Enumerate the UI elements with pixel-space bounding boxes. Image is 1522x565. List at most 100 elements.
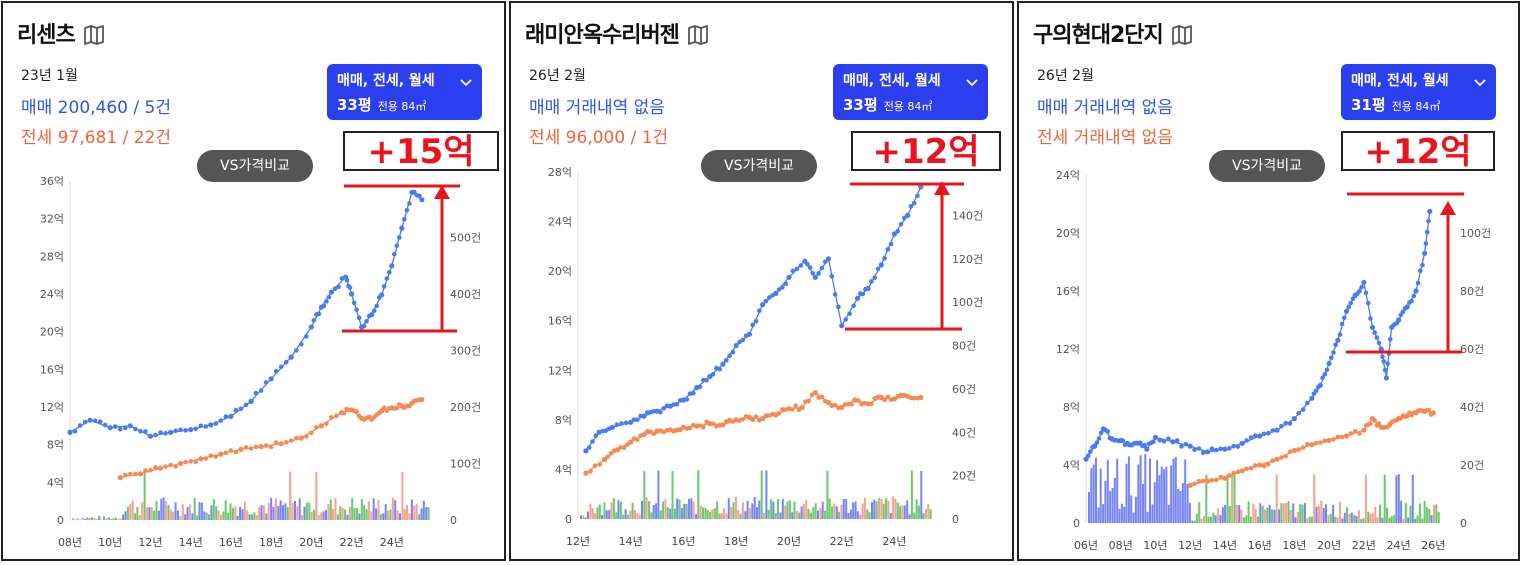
volume-bar [601, 514, 604, 519]
volume-bar [842, 499, 845, 519]
volume-bar [868, 512, 871, 519]
sale-point [173, 428, 178, 434]
sale-point [324, 299, 329, 304]
jeonse-point [304, 434, 309, 439]
chevron-down-icon [966, 72, 978, 91]
vs-compare-button[interactable]: VS가격비교 [197, 150, 313, 182]
volume-bar [1106, 459, 1109, 523]
jeonse-point [1248, 465, 1254, 471]
volume-bar [339, 506, 342, 520]
volume-bar [298, 498, 301, 520]
sale-point [1385, 361, 1390, 366]
volume-bar [1240, 509, 1243, 523]
map-icon[interactable] [1171, 25, 1193, 51]
volume-bar [779, 512, 782, 519]
volume-bar [179, 515, 182, 520]
volume-bar [915, 499, 918, 519]
x-tick-label: 22년 [339, 536, 363, 549]
volume-bar [1179, 491, 1182, 523]
sale-point [1270, 428, 1275, 433]
volume-bar [746, 500, 749, 519]
volume-bar [286, 507, 289, 520]
sale-point [816, 271, 821, 276]
sale-point [163, 431, 168, 436]
volume-bar [657, 470, 660, 519]
apartment-name: 래미안옥수리버젠 [525, 23, 680, 48]
apartment-title-row[interactable]: 구의현대2단지 [1033, 17, 1193, 51]
volume-bar [224, 500, 227, 520]
jeonse-point [753, 414, 759, 420]
sale-point [885, 247, 891, 252]
trade-type-filter[interactable]: 매매, 전세, 월세 33평 전용 84㎡ [327, 64, 482, 120]
sale-point [860, 291, 866, 297]
volume-bar [334, 498, 337, 520]
volume-bar [643, 471, 646, 519]
sale-point [1331, 350, 1336, 355]
price-change-annotation: +12억 [851, 131, 1001, 171]
x-tick-label: 24년 [882, 535, 906, 548]
volume-bar [124, 511, 127, 520]
sale-point [740, 337, 746, 343]
volume-bar [363, 505, 366, 520]
y-tick-label: 28억 [548, 166, 572, 179]
volume-bar [1242, 517, 1245, 523]
jeonse-point [188, 458, 193, 464]
sale-series-line [585, 186, 922, 452]
sale-point [1348, 300, 1354, 306]
sale-point [1422, 250, 1428, 256]
jeonse-point [842, 402, 848, 407]
jeonse-point [1309, 442, 1315, 448]
apartment-title-row[interactable]: 래미안옥수리버젠 [525, 17, 709, 51]
volume-bar [753, 496, 756, 519]
volume-bar [692, 501, 695, 519]
volume-bar [798, 512, 801, 519]
volume-bar [1275, 474, 1278, 523]
sale-point [417, 193, 422, 199]
trade-type-filter[interactable]: 매매, 전세, 월세 31평 전용 84㎡ [1341, 64, 1496, 120]
sale-point [783, 281, 788, 287]
volume-bar [802, 503, 805, 519]
map-icon[interactable] [687, 25, 709, 51]
sale-point [371, 308, 377, 314]
sale-point [233, 407, 239, 413]
vs-compare-button[interactable]: VS가격비교 [701, 150, 817, 182]
volume-bar [1310, 516, 1313, 523]
volume-bar [1217, 508, 1220, 523]
jeonse-point [123, 472, 128, 478]
sale-point [780, 285, 785, 290]
volume-bar [1132, 512, 1135, 523]
x-tick-label: 26년 [1421, 539, 1445, 552]
jeonse-point [228, 448, 234, 453]
vs-compare-button[interactable]: VS가격비교 [1209, 150, 1325, 182]
sale-point [1317, 382, 1323, 388]
volume-bar [336, 514, 339, 520]
volume-bar [1156, 460, 1159, 523]
y-tick-label: 0 [1073, 517, 1080, 530]
volume-bar [1278, 509, 1281, 523]
jeonse-point [701, 425, 706, 430]
y-tick-label: 20억 [548, 265, 572, 278]
volume-bar [282, 505, 284, 520]
sale-point [730, 349, 736, 355]
volume-bar [303, 506, 306, 520]
volume-bar [826, 470, 829, 519]
volume-bar [1327, 515, 1330, 523]
volume-bar [138, 515, 141, 520]
map-icon[interactable] [83, 25, 105, 51]
volume-bar [1118, 508, 1121, 523]
volume-bar [669, 508, 672, 519]
volume-bar [833, 503, 836, 519]
sale-point [1372, 330, 1377, 335]
jeonse-point [1291, 447, 1297, 454]
trade-type-filter[interactable]: 매매, 전세, 월세 33평 전용 84㎡ [833, 64, 988, 120]
apartment-title-row[interactable]: 리센츠 [17, 17, 105, 51]
jeonse-point [621, 445, 627, 451]
volume-bar [1177, 488, 1180, 523]
sale-point [384, 276, 390, 281]
volume-bar [1111, 487, 1114, 523]
sale-point [127, 423, 133, 429]
volume-bar [1233, 475, 1236, 523]
jeonse-point [793, 403, 798, 409]
volume-bar [255, 515, 258, 520]
volume-bar [770, 499, 773, 519]
